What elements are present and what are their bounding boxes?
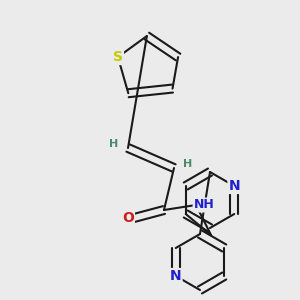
Text: NH: NH	[194, 199, 214, 212]
Text: O: O	[122, 211, 134, 225]
Text: N: N	[228, 179, 240, 193]
Text: H: H	[110, 139, 118, 149]
Text: S: S	[113, 50, 123, 64]
Text: H: H	[183, 159, 193, 169]
Text: N: N	[170, 269, 182, 283]
